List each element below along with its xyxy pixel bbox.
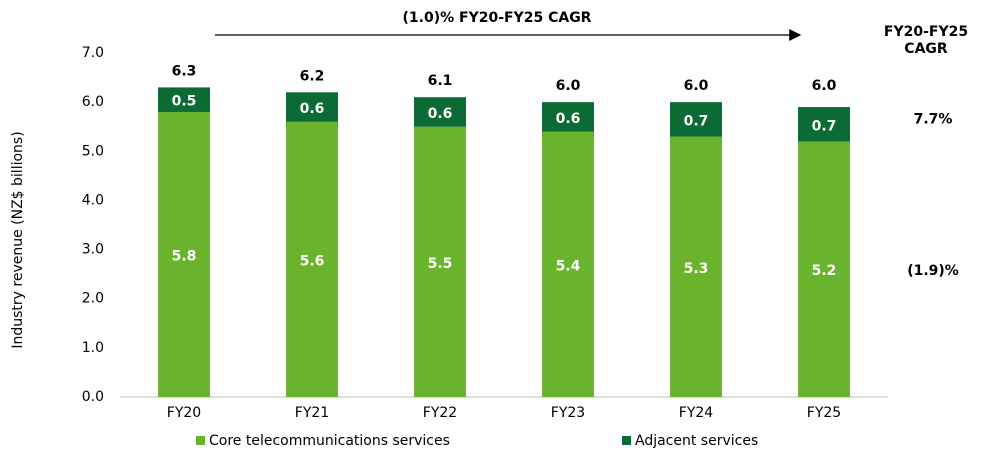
bar-segment <box>798 141 850 397</box>
total-label: 6.2 <box>300 68 325 84</box>
y-tick-label: 2.0 <box>82 291 104 307</box>
total-label: 6.3 <box>172 63 197 79</box>
x-tick-label: FY21 <box>295 405 329 421</box>
data-label: 0.6 <box>300 101 325 117</box>
legend-label: Core telecommunications services <box>209 433 450 449</box>
y-tick-label: 3.0 <box>82 242 104 258</box>
data-label: 5.5 <box>428 256 453 272</box>
y-axis-label: Industry revenue (NZ$ billions) <box>10 131 26 348</box>
bar-segment <box>798 107 850 142</box>
x-tick-label: FY25 <box>807 405 841 421</box>
data-label: 0.6 <box>556 111 581 127</box>
series-cagr: (1.9)% <box>907 263 959 279</box>
data-label: 5.2 <box>812 263 837 279</box>
x-tick-label: FY23 <box>551 405 585 421</box>
data-label: 0.7 <box>684 113 709 129</box>
data-label: 0.5 <box>172 94 197 110</box>
total-label: 6.1 <box>428 73 453 89</box>
bar-segment <box>670 136 722 398</box>
data-label: 0.7 <box>812 118 837 134</box>
y-tick-label: 7.0 <box>82 45 104 61</box>
total-label: 6.0 <box>684 78 709 94</box>
legend-label: Adjacent services <box>635 433 758 449</box>
bar-segment <box>286 121 338 398</box>
total-label: 6.0 <box>812 78 837 94</box>
x-tick-label: FY24 <box>679 405 714 421</box>
legend-swatch <box>622 436 631 445</box>
y-tick-label: 5.0 <box>82 143 104 159</box>
cagr-header: FY20-FY25 CAGR <box>883 24 969 57</box>
total-label: 6.0 <box>556 78 581 94</box>
bar-segment <box>286 92 338 122</box>
data-label: 0.6 <box>428 106 453 122</box>
bar-segment <box>542 102 594 132</box>
data-label: 5.3 <box>684 261 709 277</box>
x-tick-label: FY22 <box>423 405 457 421</box>
y-tick-label: 1.0 <box>82 340 104 356</box>
bar-segment <box>670 102 722 137</box>
bar-segment <box>414 97 466 127</box>
x-tick-label: FY20 <box>167 405 201 421</box>
y-tick-label: 4.0 <box>82 192 104 208</box>
bar-segment <box>414 126 466 397</box>
data-label: 5.4 <box>556 258 581 274</box>
bar-segment <box>158 111 210 397</box>
bar-segment <box>542 131 594 397</box>
data-label: 5.8 <box>172 248 197 264</box>
y-tick-label: 6.0 <box>82 94 104 110</box>
bar-segment <box>158 87 210 112</box>
annotation: (1.0)% FY20-FY25 CAGR <box>403 10 592 26</box>
series-cagr: 7.7% <box>914 111 953 127</box>
legend-swatch <box>196 436 205 445</box>
data-label: 5.6 <box>300 253 325 269</box>
y-tick-label: 0.0 <box>82 389 104 405</box>
